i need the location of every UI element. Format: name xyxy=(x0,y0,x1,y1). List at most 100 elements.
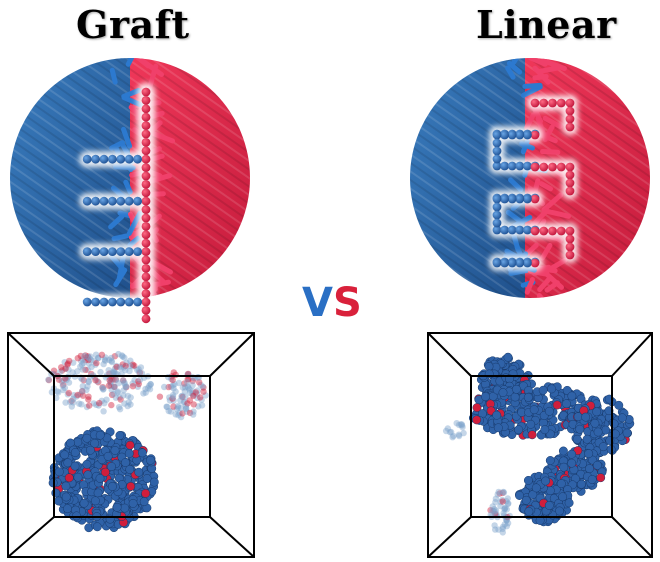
interface-rod xyxy=(524,112,536,131)
red-bead xyxy=(79,392,87,399)
blue-bead xyxy=(199,383,206,390)
blue-bead xyxy=(92,522,102,532)
red-bead xyxy=(165,383,172,391)
blue-bead xyxy=(82,297,92,307)
red-bead xyxy=(141,87,151,97)
blue-bead xyxy=(490,507,497,515)
blue-bead xyxy=(500,258,509,268)
blue-bead xyxy=(95,473,105,483)
blue-bead xyxy=(83,470,93,480)
blue-bead xyxy=(110,383,118,390)
red-bead xyxy=(96,399,103,407)
blue-bead xyxy=(459,424,466,431)
blue-bead xyxy=(198,402,206,409)
blue-bead xyxy=(146,382,153,389)
blue-bead xyxy=(95,430,105,440)
blue-bead xyxy=(492,218,502,228)
blue-bead xyxy=(54,467,64,477)
red-bead xyxy=(141,264,151,273)
linear-interface-circle xyxy=(410,58,650,298)
red-bead xyxy=(58,364,65,371)
blue-bead xyxy=(107,382,114,390)
graft-polymer-chain xyxy=(79,83,155,328)
interface-rod xyxy=(536,293,550,298)
blue-bead xyxy=(63,376,70,384)
blue-bead xyxy=(111,365,119,372)
interface-rod xyxy=(519,141,535,151)
blue-bead xyxy=(559,462,569,472)
blue-bead xyxy=(460,429,467,437)
blue-bead xyxy=(124,392,132,400)
red-bead xyxy=(59,367,66,374)
blue-bead xyxy=(140,390,147,397)
red-bead xyxy=(565,162,575,172)
blue-bead xyxy=(70,461,80,471)
blue-bead xyxy=(97,368,104,376)
blue-bead xyxy=(124,449,134,458)
red-bead xyxy=(141,121,151,130)
red-bead xyxy=(85,393,92,400)
red-bead xyxy=(65,389,73,397)
interface-rod xyxy=(535,116,547,139)
blue-bead xyxy=(115,380,122,387)
red-bead xyxy=(99,384,107,391)
interface-rod xyxy=(537,65,561,74)
vs-v: V xyxy=(302,280,333,326)
blue-bead xyxy=(492,154,502,164)
blue-bead xyxy=(120,387,127,394)
blue-bead xyxy=(556,479,566,489)
blue-bead xyxy=(68,403,76,410)
blue-bead xyxy=(120,392,127,399)
red-bead xyxy=(141,306,151,315)
blue-bead xyxy=(133,297,143,307)
blue-bead xyxy=(523,475,533,485)
red-bead xyxy=(499,498,506,505)
blue-bead xyxy=(503,506,510,513)
blue-bead xyxy=(62,365,69,372)
red-bead xyxy=(170,369,177,376)
red-bead xyxy=(556,162,566,172)
blue-bead xyxy=(142,385,149,393)
blue-bead xyxy=(107,379,114,386)
blue-bead xyxy=(70,392,78,399)
interface-rod xyxy=(540,149,561,155)
blue-bead xyxy=(94,378,101,385)
blue-bead xyxy=(168,375,175,383)
red-bead xyxy=(98,351,106,358)
blue-bead xyxy=(123,359,130,366)
red-bead xyxy=(64,473,74,483)
blue-bead xyxy=(133,154,143,164)
blue-bead xyxy=(515,161,525,171)
blue-bead xyxy=(91,357,98,364)
red-bead xyxy=(565,122,575,132)
red-bead xyxy=(141,154,151,164)
blue-bead xyxy=(492,410,502,420)
blue-bead xyxy=(182,402,190,410)
blue-bead xyxy=(149,477,159,487)
red-bead xyxy=(93,359,100,367)
blue-bead xyxy=(61,492,71,502)
blue-bead xyxy=(100,408,107,415)
blue-bead xyxy=(446,429,454,436)
blue-bead xyxy=(61,359,68,366)
blue-bead xyxy=(63,458,73,468)
blue-bead xyxy=(99,154,109,164)
red-bead xyxy=(170,403,177,410)
blue-bead xyxy=(167,408,174,415)
red-bead xyxy=(565,98,575,108)
blue-bead xyxy=(181,398,188,405)
blue-bead xyxy=(197,381,204,389)
blue-bead xyxy=(458,422,466,429)
blue-bead xyxy=(115,350,122,358)
blue-bead xyxy=(91,154,100,164)
blue-bead xyxy=(500,130,509,140)
red-bead xyxy=(105,382,113,389)
blue-bead xyxy=(507,130,517,140)
blue-bead xyxy=(108,357,115,365)
blue-bead xyxy=(564,498,574,508)
blue-bead xyxy=(55,389,62,396)
blue-bead xyxy=(85,360,93,367)
blue-bead xyxy=(510,392,520,402)
blue-bead xyxy=(106,356,113,364)
blue-bead xyxy=(98,397,106,404)
